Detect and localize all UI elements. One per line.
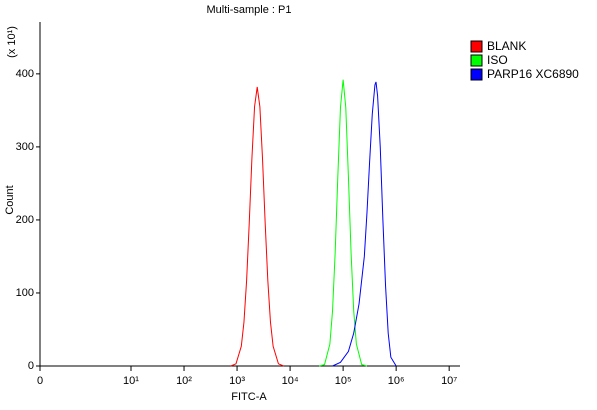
y-axis-label: Count [4,185,16,214]
series-line [230,86,284,367]
chart-title: Multi-sample : P1 [207,4,292,16]
x-tick-label: 10³ [229,375,245,387]
legend-swatch [470,40,483,53]
x-tick-label: 10² [176,375,192,387]
x-tick-label: 10⁵ [335,375,352,387]
legend-label: BLANK [487,39,526,53]
y-tick-label: 0 [28,360,34,372]
x-tick-label: 0 [37,375,43,387]
x-tick-label: 10⁶ [388,375,405,387]
x-tick-label: 10⁷ [441,375,457,387]
y-tick-label: 100 [16,287,34,299]
series-line [332,81,397,367]
x-tick-label: 10⁴ [282,375,299,387]
legend-swatch [470,54,483,67]
legend-swatch [470,68,483,81]
y-tick-label: 200 [16,214,34,226]
y-tick-label: 300 [16,141,34,153]
x-axis-label: FITC-A [231,391,267,403]
legend-label: PARP16 XC6890 [487,67,579,81]
y-tick-label: 400 [16,68,34,80]
series-line [319,79,368,367]
y-multiplier: (x 10¹) [6,26,18,58]
legend-label: ISO [487,53,508,67]
x-tick-label: 10¹ [123,375,139,387]
